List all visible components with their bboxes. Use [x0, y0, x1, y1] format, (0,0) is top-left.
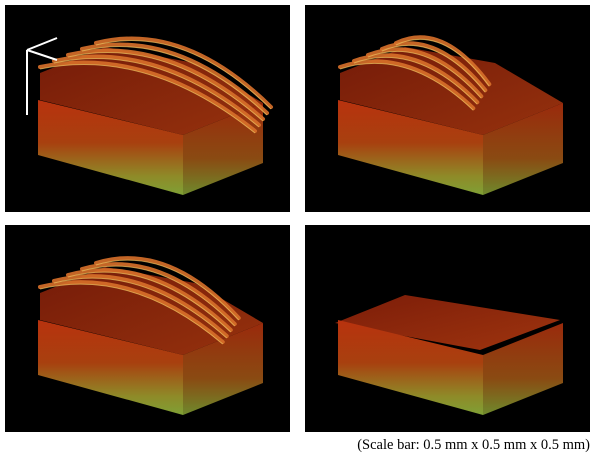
image-panel	[5, 5, 290, 212]
page: (Scale bar: 0.5 mm x 0.5 mm x 0.5 mm) ((…	[0, 0, 595, 460]
caption: (Scale bar: 0.5 mm x 0.5 mm x 0.5 mm)	[357, 437, 590, 453]
figure: (Scale bar: 0.5 mm x 0.5 mm x 0.5 mm)	[0, 0, 595, 460]
image-panel	[305, 5, 590, 212]
image-panel	[305, 225, 590, 432]
image-panel	[5, 225, 290, 432]
